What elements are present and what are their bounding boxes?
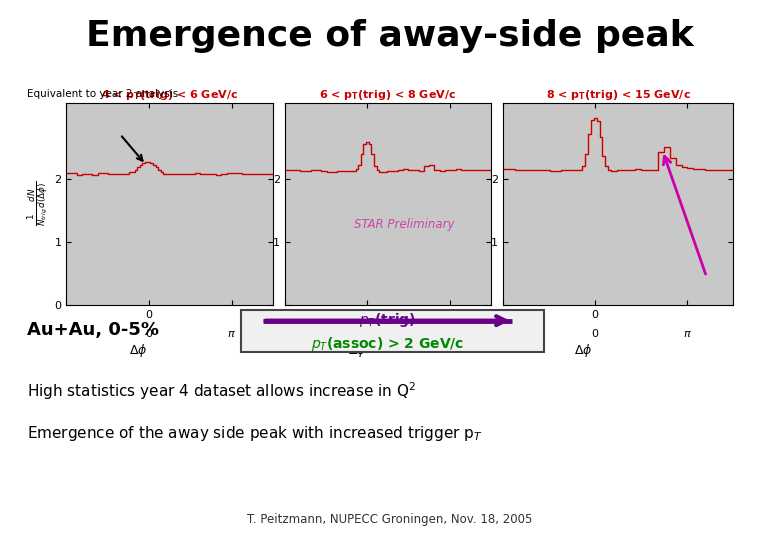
Text: T. Peitzmann, NUPECC Groningen, Nov. 18, 2005: T. Peitzmann, NUPECC Groningen, Nov. 18,… (247, 514, 533, 526)
Text: $\pi$: $\pi$ (227, 329, 236, 340)
Text: High statistics year 4 dataset allows increase in Q$^{2}$: High statistics year 4 dataset allows in… (27, 381, 417, 402)
FancyBboxPatch shape (241, 309, 544, 352)
Text: Au+Au, 0-5%: Au+Au, 0-5% (27, 321, 159, 339)
Title: 8 < p$_\mathregular{T}$(trig) < 15 GeV/c: 8 < p$_\mathregular{T}$(trig) < 15 GeV/c (546, 89, 690, 103)
Text: $p_{T}$(assoc) > 2 GeV/c: $p_{T}$(assoc) > 2 GeV/c (311, 335, 464, 353)
Text: $p_{T}$(trig): $p_{T}$(trig) (360, 311, 416, 329)
Text: 0: 0 (146, 329, 152, 340)
Title: 6 < p$_\mathregular{T}$(trig) < 8 GeV/c: 6 < p$_\mathregular{T}$(trig) < 8 GeV/c (320, 89, 456, 103)
Text: $\Delta\phi$: $\Delta\phi$ (348, 342, 367, 359)
Text: 0: 0 (364, 329, 370, 340)
Text: $\Delta\phi$: $\Delta\phi$ (574, 342, 593, 359)
Text: $\Delta\phi$: $\Delta\phi$ (129, 342, 148, 359)
Text: Emergence of the away side peak with increased trigger p$_{T}$: Emergence of the away side peak with inc… (27, 424, 483, 443)
Y-axis label: $\frac{1}{N_{trig}} \frac{dN}{d(\Delta\phi)}$: $\frac{1}{N_{trig}} \frac{dN}{d(\Delta\p… (27, 181, 50, 226)
Text: Equivalent to year 2 analysis: Equivalent to year 2 analysis (27, 89, 179, 99)
Text: Emergence of away-side peak: Emergence of away-side peak (86, 19, 694, 53)
Text: $\pi$: $\pi$ (682, 329, 692, 340)
Text: STAR Preliminary: STAR Preliminary (354, 218, 455, 231)
Title: 4 < p$_\mathregular{T}$(trig) < 6 GeV/c: 4 < p$_\mathregular{T}$(trig) < 6 GeV/c (101, 89, 238, 103)
Text: 0: 0 (592, 329, 598, 340)
Text: $\pi$: $\pi$ (445, 329, 455, 340)
